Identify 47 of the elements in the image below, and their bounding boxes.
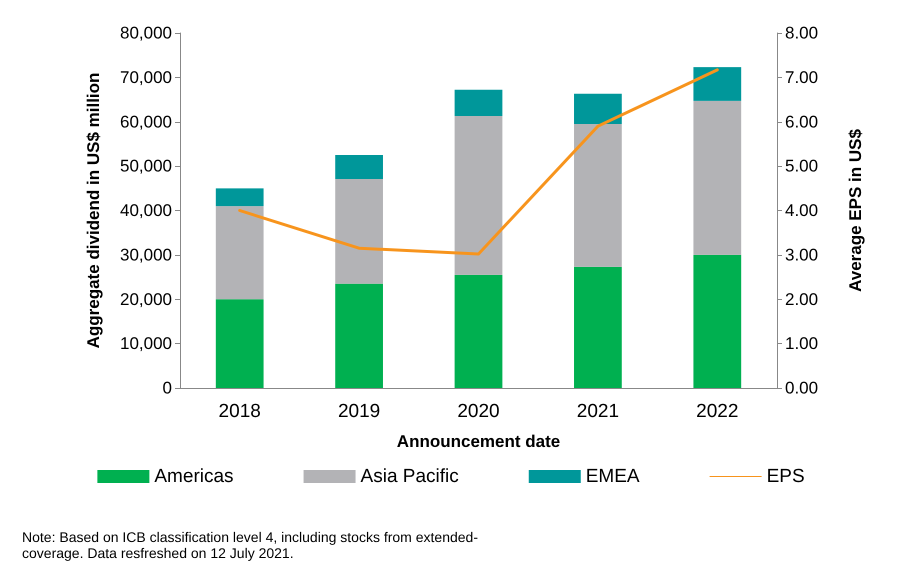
bar xyxy=(216,299,264,388)
y2-axis-title: Average EPS in US$ xyxy=(846,128,865,292)
bar xyxy=(216,206,264,300)
y2-tick-label: 4.00 xyxy=(785,201,818,220)
bar xyxy=(335,155,383,179)
y-tick-label: 20,000 xyxy=(120,290,172,309)
bar xyxy=(454,274,502,388)
y-tick-label: 80,000 xyxy=(120,24,172,42)
y-axis-title: Aggregate dividend in US$ million xyxy=(84,72,103,348)
bar xyxy=(454,90,502,116)
bar xyxy=(335,284,383,388)
line-series xyxy=(238,68,719,256)
y-tick-label: 50,000 xyxy=(120,156,172,176)
x-axis-title: Announcement date xyxy=(396,432,560,451)
y2-tick-label: 5.00 xyxy=(785,156,818,176)
y2-tick-label: 6.00 xyxy=(785,112,818,132)
x-tick-label: 2021 xyxy=(576,401,620,422)
bar xyxy=(216,188,264,206)
bar xyxy=(574,266,622,388)
legend-label: EMEA xyxy=(586,466,640,487)
y2-tick-label: 0.00 xyxy=(785,378,818,398)
y2-tick-label: 7.00 xyxy=(785,68,818,87)
bar xyxy=(693,100,742,255)
y2-tick-label: 2.00 xyxy=(785,290,818,309)
y2-tick-label: 8.00 xyxy=(785,24,818,42)
x-tick-label: 2019 xyxy=(338,401,380,422)
bar xyxy=(574,94,622,124)
y2-tick-label: 1.00 xyxy=(785,334,818,354)
y-tick-label: 60,000 xyxy=(120,112,172,132)
bar xyxy=(454,116,502,275)
y2-tick-label: 3.00 xyxy=(785,245,818,264)
bar xyxy=(574,124,622,267)
legend-label: EPS xyxy=(766,466,805,487)
text: Note: Based on ICB classification level 4, including stocks from extended- coverage. Data resfreshed on 12 July 2021. xyxy=(22,529,478,561)
bar xyxy=(693,67,742,101)
legend-label: Asia Pacific xyxy=(360,466,459,487)
y-tick-label: 40,000 xyxy=(120,201,172,220)
bar xyxy=(693,254,742,388)
x-tick-label: 2022 xyxy=(696,401,738,422)
bar xyxy=(335,178,383,284)
legend-label: Americas xyxy=(154,466,234,487)
x-tick-label: 2018 xyxy=(218,401,261,422)
y-tick-label: 70,000 xyxy=(120,68,172,87)
y-tick-label: 0 xyxy=(162,378,172,398)
y-tick-label: 30,000 xyxy=(120,245,172,264)
x-tick-label: 2020 xyxy=(457,401,500,422)
y-tick-label: 10,000 xyxy=(120,334,172,354)
